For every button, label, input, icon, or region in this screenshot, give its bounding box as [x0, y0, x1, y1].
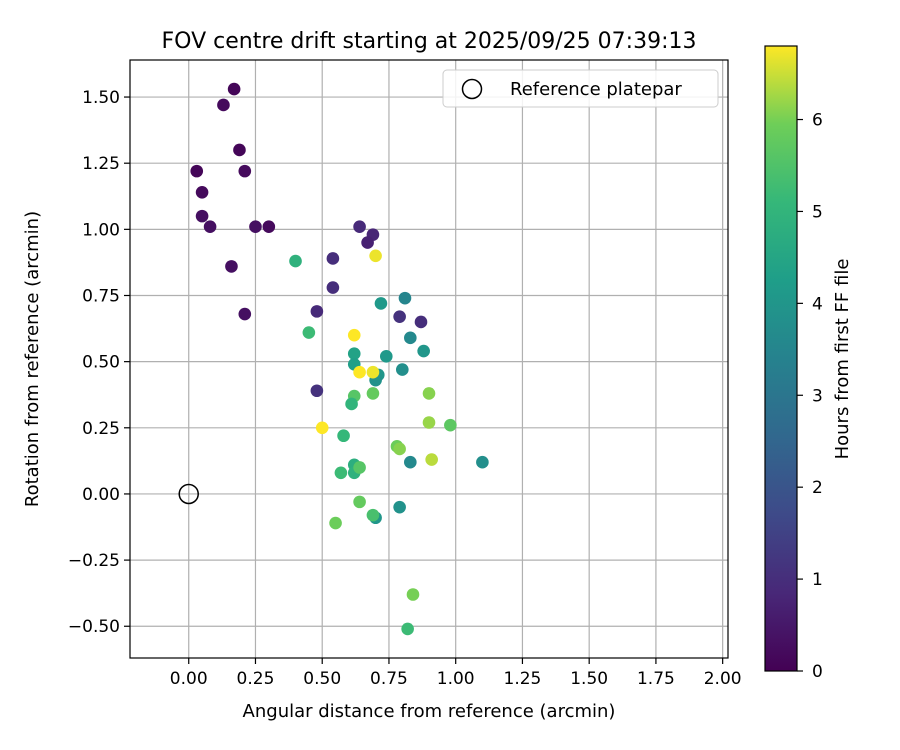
- y-tick-label: 0.50: [82, 353, 120, 373]
- data-point: [353, 220, 366, 233]
- legend-marker-icon: [461, 78, 483, 100]
- data-point: [476, 455, 489, 469]
- colorbar-tick-label: 0: [812, 662, 823, 682]
- data-point: [238, 307, 252, 321]
- data-point: [393, 310, 406, 323]
- x-tick-label: 0.50: [303, 669, 341, 689]
- data-point: [190, 164, 204, 178]
- y-tick-label: 1.00: [82, 220, 120, 240]
- data-point: [302, 326, 316, 339]
- data-point: [404, 455, 417, 469]
- data-point: [289, 254, 302, 268]
- x-tick-label: 0.75: [370, 669, 408, 689]
- data-point: [310, 305, 324, 318]
- data-point: [203, 220, 217, 233]
- data-point: [262, 220, 276, 233]
- colorbar: 0 1 2 3 4 5 6 Hours from first FF file: [764, 45, 853, 682]
- data-point: [249, 220, 262, 233]
- x-tick-label: 1.75: [637, 669, 675, 689]
- data-point: [315, 421, 329, 435]
- colorbar-ticks: 0 1 2 3 4 5 6: [797, 111, 823, 682]
- data-point: [345, 397, 358, 411]
- data-point: [353, 461, 366, 474]
- data-point: [334, 466, 348, 480]
- y-tick-label: 0.00: [82, 485, 120, 505]
- legend-entry-reference-platepar: Reference platepar: [510, 79, 682, 100]
- y-axis-ticks: −0.50 −0.25 0.00 0.25 0.50 0.75 1.00 1.25 1.50: [68, 88, 130, 637]
- data-point: [398, 291, 412, 305]
- data-point: [393, 500, 406, 514]
- x-tick-label: 2.00: [704, 669, 742, 689]
- data-point: [238, 164, 252, 178]
- y-tick-label: 1.25: [82, 154, 120, 174]
- y-tick-label: 0.75: [82, 286, 120, 306]
- x-axis-ticks: 0.00 0.25 0.50 0.75 1.00 1.25 1.50 1.75 2.00: [170, 658, 742, 689]
- data-point: [310, 384, 324, 398]
- data-point: [366, 387, 380, 400]
- data-point: [404, 331, 417, 345]
- x-tick-label: 1.00: [437, 669, 475, 689]
- data-point: [422, 387, 436, 400]
- data-point: [233, 143, 246, 157]
- x-tick-label: 1.25: [504, 669, 542, 689]
- colorbar-tick-label: 3: [812, 386, 823, 406]
- colorbar-gradient: [764, 45, 798, 672]
- reference-platepar-marker: [178, 483, 199, 505]
- colorbar-label: Hours from first FF file: [832, 259, 853, 460]
- data-point: [329, 516, 342, 530]
- data-point: [369, 249, 382, 263]
- data-point: [195, 186, 209, 199]
- data-point: [347, 347, 361, 361]
- colorbar-tick-label: 4: [812, 294, 823, 314]
- colorbar-tick-label: 2: [812, 478, 823, 498]
- data-point: [393, 442, 406, 456]
- data-point: [326, 252, 340, 265]
- data-point: [195, 209, 209, 223]
- data-point: [374, 297, 388, 310]
- data-point: [406, 588, 420, 601]
- colorbar-tick-label: 1: [812, 570, 823, 590]
- data-point: [227, 82, 241, 96]
- data-point: [401, 622, 414, 636]
- data-point: [225, 260, 238, 273]
- x-axis-label: Angular distance from reference (arcmin): [243, 701, 616, 722]
- y-tick-label: −0.50: [68, 617, 120, 637]
- data-point: [347, 328, 361, 342]
- data-point: [326, 281, 340, 294]
- data-point: [422, 416, 436, 429]
- chart-title: FOV centre drift starting at 2025/09/25 …: [162, 29, 697, 54]
- x-tick-label: 0.00: [170, 669, 208, 689]
- data-point: [353, 365, 366, 379]
- data-point: [444, 418, 457, 432]
- colorbar-tick-label: 5: [812, 202, 823, 222]
- data-point: [337, 429, 350, 443]
- x-tick-label: 0.25: [237, 669, 275, 689]
- data-point: [379, 350, 393, 363]
- data-point: [414, 315, 428, 329]
- data-point: [353, 495, 366, 509]
- y-tick-label: 1.50: [82, 88, 120, 108]
- y-tick-label: 0.25: [82, 419, 120, 439]
- plot-frame: [129, 59, 729, 659]
- y-tick-label: −0.25: [68, 551, 120, 571]
- colorbar-tick-label: 6: [812, 111, 823, 131]
- x-tick-label: 1.50: [570, 669, 608, 689]
- data-point: [366, 365, 380, 379]
- data-point: [417, 344, 430, 358]
- data-point: [361, 236, 374, 249]
- legend-box: [442, 69, 719, 108]
- grid-lines: [130, 60, 728, 658]
- legend: Reference platepar: [442, 69, 719, 108]
- data-points: [190, 82, 489, 636]
- data-point: [425, 453, 438, 466]
- data-point: [217, 98, 230, 112]
- y-axis-label: Rotation from reference (arcmin): [22, 211, 43, 507]
- data-point: [366, 508, 380, 522]
- data-point: [396, 363, 409, 376]
